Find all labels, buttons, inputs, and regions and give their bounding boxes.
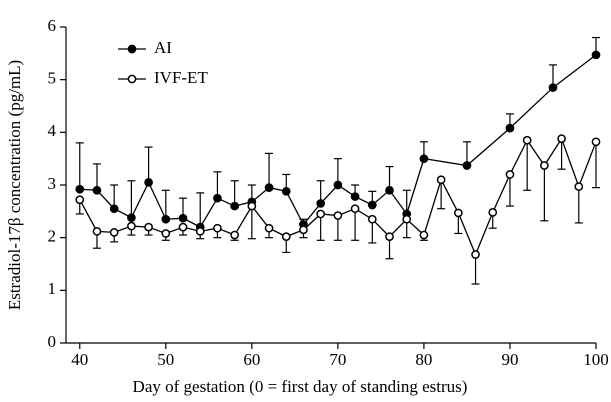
error-bar: [247, 206, 256, 240]
marker: [367, 214, 377, 224]
error-bar: [557, 138, 566, 170]
marker: [419, 154, 429, 164]
marker: [333, 211, 343, 220]
x-tick-label: 90: [501, 350, 518, 369]
error-bar: [92, 163, 101, 191]
error-bar: [351, 208, 360, 241]
marker: [230, 230, 239, 240]
marker: [247, 201, 257, 211]
error-bar: [437, 179, 446, 210]
marker: [350, 192, 360, 201]
x-axis-label: Day of gestation (0 = first day of stand…: [133, 377, 468, 396]
error-bar: [316, 213, 325, 241]
marker: [92, 185, 102, 195]
error-bar: [265, 152, 274, 188]
marker: [281, 186, 291, 196]
marker: [178, 213, 188, 223]
x-tick-label: 70: [329, 350, 346, 369]
marker: [75, 184, 85, 194]
marker: [540, 161, 549, 170]
y-tick-label: 2: [48, 227, 57, 246]
marker: [574, 182, 584, 191]
marker: [127, 213, 136, 223]
marker: [161, 214, 171, 224]
marker: [557, 134, 566, 144]
y-tick-label: 6: [48, 16, 57, 35]
marker: [436, 175, 446, 185]
x-tick-label: 40: [71, 350, 88, 369]
legend-marker: [127, 74, 137, 84]
x-tick-label: 80: [415, 350, 432, 369]
marker: [402, 214, 412, 224]
marker: [213, 223, 222, 233]
marker: [75, 195, 85, 205]
marker: [213, 193, 222, 203]
marker: [471, 250, 480, 259]
marker: [92, 226, 102, 236]
y-tick-label: 1: [48, 279, 57, 298]
marker: [161, 229, 171, 238]
x-tick-label: 60: [243, 350, 260, 369]
marker: [178, 222, 188, 232]
marker: [230, 201, 239, 211]
error-bar: [161, 189, 170, 220]
marker: [333, 180, 343, 190]
x-tick-label: 50: [157, 350, 174, 369]
legend-marker: [127, 44, 137, 54]
marker: [367, 200, 377, 210]
error-bar: [333, 158, 342, 185]
y-tick-label: 5: [48, 69, 57, 88]
marker: [109, 228, 119, 237]
marker: [591, 50, 601, 60]
y-tick-label: 4: [48, 121, 57, 140]
marker: [316, 199, 326, 208]
error-bar: [505, 174, 514, 207]
marker: [195, 226, 205, 236]
error-bar: [574, 186, 583, 224]
marker: [522, 135, 532, 145]
marker: [144, 178, 153, 187]
marker: [109, 204, 119, 214]
error-bar: [144, 146, 153, 183]
legend-label: IVF-ET: [154, 68, 208, 87]
marker: [385, 232, 394, 241]
marker: [299, 225, 308, 235]
marker: [505, 123, 515, 133]
marker: [462, 161, 472, 170]
marker: [281, 232, 291, 241]
error-bar: [471, 254, 480, 285]
y-axis-label: Estradiol-17β concentration (pg/mL): [5, 60, 24, 310]
error-bar: [213, 171, 222, 199]
error-bar: [523, 140, 532, 191]
marker: [127, 221, 136, 231]
marker: [488, 208, 498, 217]
marker: [316, 209, 326, 219]
error-bar: [75, 142, 84, 190]
legend-label: AI: [154, 38, 172, 57]
marker: [385, 185, 394, 195]
marker: [548, 83, 558, 92]
marker: [144, 222, 153, 232]
marker: [264, 223, 274, 233]
error-bar: [127, 180, 136, 218]
error-bar: [592, 141, 600, 189]
marker: [453, 208, 463, 218]
marker: [419, 230, 429, 240]
marker: [505, 170, 515, 179]
marker: [264, 183, 274, 192]
marker: [350, 204, 360, 214]
marker: [591, 137, 601, 147]
error-bar: [196, 192, 205, 228]
y-tick-label: 3: [48, 174, 57, 193]
error-bar: [540, 165, 549, 222]
y-tick-label: 0: [48, 332, 57, 351]
x-tick-label: 100: [583, 350, 609, 369]
